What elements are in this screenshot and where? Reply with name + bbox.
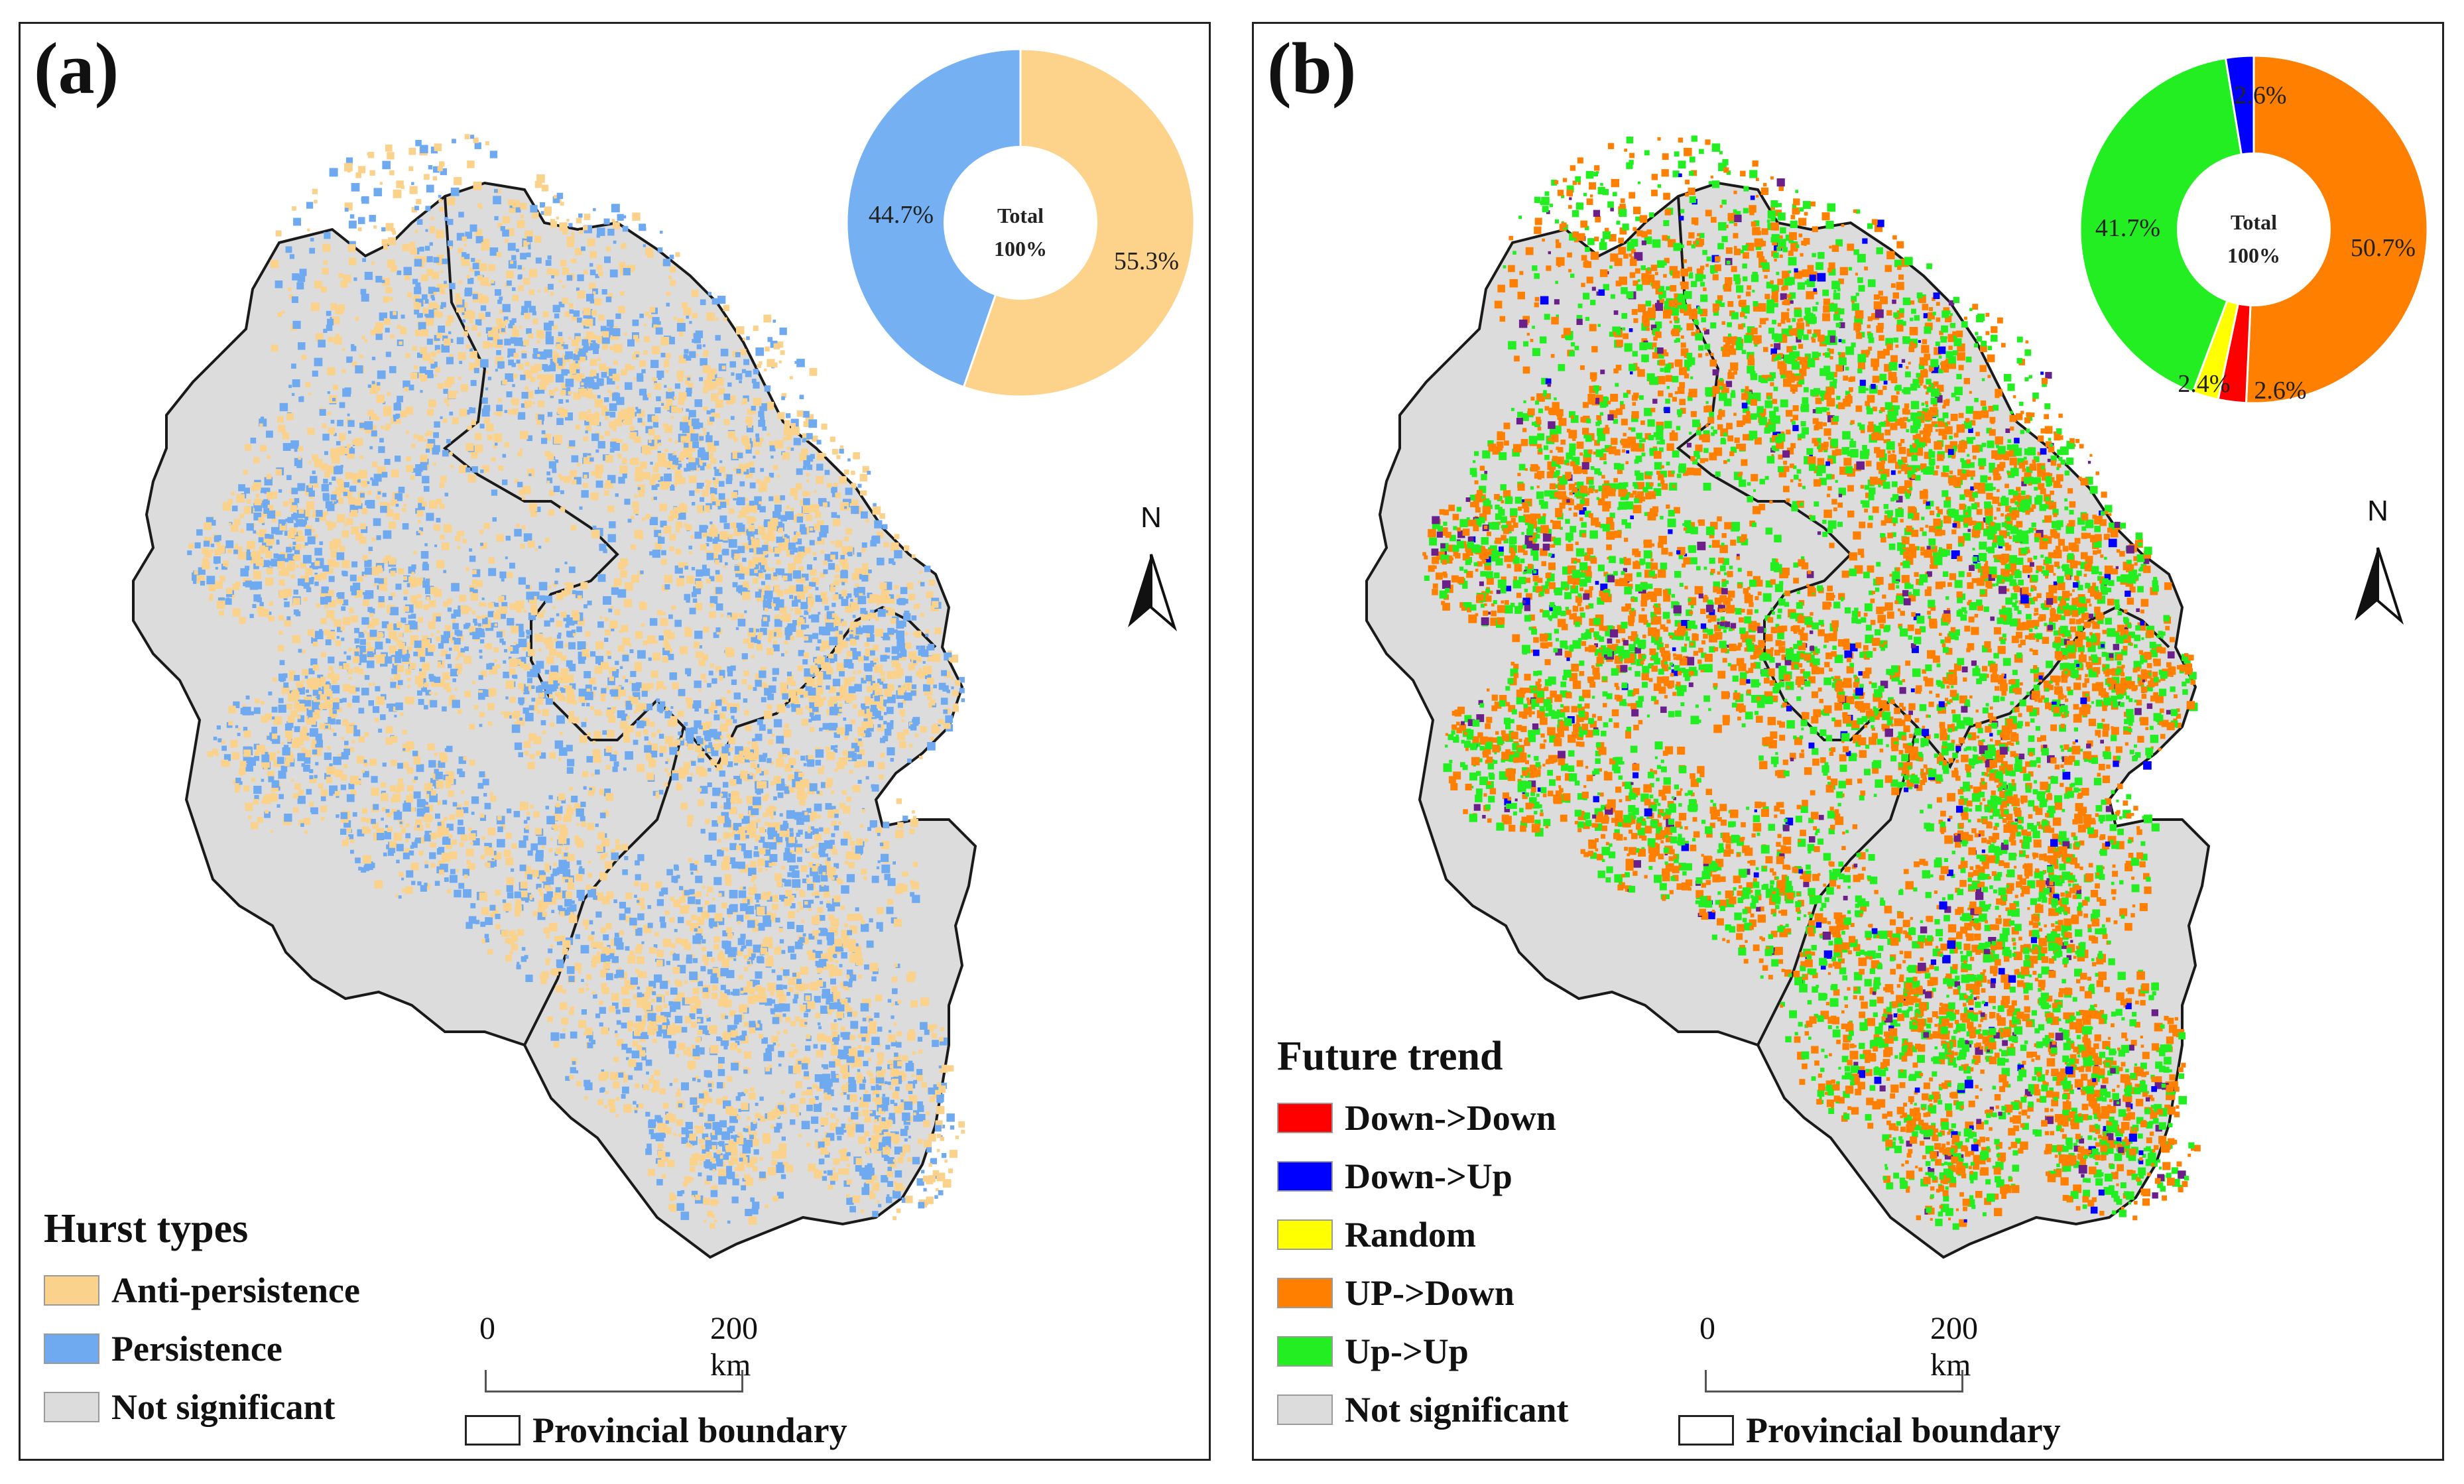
pie-center-percent: 100%	[994, 237, 1047, 261]
north-label: N	[2367, 495, 2388, 527]
legend-title: Future trend	[1277, 1034, 1503, 1079]
legend-label: Down->Down	[1345, 1098, 1556, 1139]
pie-label-up-up: 41.7%	[2095, 214, 2160, 242]
legend-swatch	[1277, 1219, 1333, 1251]
legend-swatch	[1277, 1394, 1333, 1426]
boundary-swatch	[465, 1415, 521, 1446]
pie-label-anti-persistence: 55.3%	[1114, 247, 1179, 275]
scale-line	[1705, 1370, 1963, 1392]
legend-item: Down->Down	[1277, 1089, 1569, 1147]
region-map	[132, 134, 977, 1259]
panel-b: (b) Total 100% 50.7% 2.6% 2.4% 41.7% 2.6…	[1252, 22, 2444, 1461]
north-label: N	[1140, 501, 1162, 534]
pie-label-down-down: 2.6%	[2254, 377, 2306, 404]
scale-zero: 0	[1699, 1311, 1715, 1346]
pie-slices	[2079, 54, 2429, 404]
legend-swatch	[44, 1333, 99, 1365]
legend-item: Not significant	[44, 1378, 360, 1436]
pie-slice-1	[845, 48, 1022, 389]
legend-item: Up->Up	[1277, 1322, 1569, 1381]
panel-a: (a) Total 100% 55.3% 44.7% N Hurst types…	[19, 22, 1211, 1461]
panel-letter: (b)	[1267, 28, 1357, 109]
legend-label: Persistence	[111, 1329, 282, 1369]
pie-slice-0	[2245, 54, 2429, 404]
legend-item: Down->Up	[1277, 1147, 1569, 1206]
scale-bar: 0 200 km	[1699, 1310, 1983, 1403]
panel-letter: (a)	[34, 28, 119, 109]
legend-swatch	[1277, 1103, 1333, 1134]
legend-swatch	[44, 1392, 99, 1423]
pie-center-total: Total	[2231, 210, 2277, 234]
pie-label-up-down: 50.7%	[2351, 234, 2416, 262]
legend-label: UP->Down	[1345, 1273, 1514, 1314]
north-arrow: N	[1115, 501, 1188, 641]
legend-label: Down->Up	[1345, 1156, 1512, 1197]
legend-title: Hurst types	[44, 1206, 249, 1251]
legend-swatch	[1277, 1278, 1333, 1309]
legend-label: Not significant	[111, 1387, 336, 1428]
legend-item: Persistence	[44, 1320, 360, 1378]
boundary-legend: Provincial boundary	[465, 1410, 847, 1451]
legend-label: Not significant	[1345, 1390, 1569, 1430]
legend-label: Random	[1345, 1215, 1477, 1255]
scale-end: 200 km	[1930, 1311, 1978, 1383]
boundary-label: Provincial boundary	[532, 1410, 847, 1450]
pie-center-percent: 100%	[2227, 243, 2280, 267]
map-pixels-a	[187, 134, 965, 1229]
boundary-label: Provincial boundary	[1746, 1410, 2061, 1450]
pie-label-random: 2.4%	[2178, 370, 2230, 398]
north-arrow-icon	[1128, 554, 1178, 632]
region-map	[1365, 135, 2211, 1259]
scale-line	[485, 1370, 743, 1392]
pie-label-down-up: 2.6%	[2234, 82, 2286, 109]
scale-zero: 0	[479, 1311, 495, 1346]
pie-center-total: Total	[997, 204, 1044, 227]
scale-bar: 0 200 km	[479, 1310, 763, 1403]
legend-label: Anti-persistence	[111, 1270, 360, 1311]
legend-item: Not significant	[1277, 1381, 1569, 1439]
legend-item: UP->Down	[1277, 1264, 1569, 1322]
legend-item: Anti-persistence	[44, 1261, 360, 1320]
legend: Hurst types Anti-persistence Persistence…	[44, 1204, 360, 1436]
legend-swatch	[1277, 1161, 1333, 1192]
north-arrow: N	[2341, 495, 2414, 634]
legend: Future trend Down->Down Down->Up Random …	[1277, 1032, 1569, 1439]
pie-label-persistence: 44.7%	[869, 201, 934, 229]
boundary-legend: Provincial boundary	[1678, 1410, 2061, 1451]
legend-swatch	[44, 1275, 99, 1306]
pie-chart: Total 100% 55.3% 44.7%	[845, 48, 1196, 398]
legend-label: Up->Up	[1345, 1331, 1469, 1372]
legend-item: Random	[1277, 1206, 1569, 1264]
north-arrow-icon	[2355, 547, 2404, 625]
scale-end: 200 km	[710, 1311, 758, 1383]
map-fill-b	[1365, 135, 2211, 1259]
map-pixels-b	[1422, 135, 2201, 1230]
map-fill-a	[132, 134, 977, 1259]
pie-chart: Total 100% 50.7% 2.6% 2.4% 41.7% 2.6%	[2079, 54, 2429, 404]
pie-slice-3	[2079, 56, 2255, 394]
boundary-swatch	[1678, 1415, 1734, 1446]
legend-swatch	[1277, 1336, 1333, 1367]
